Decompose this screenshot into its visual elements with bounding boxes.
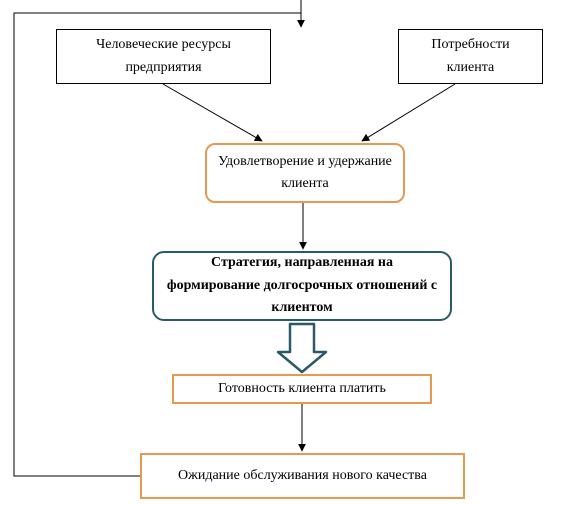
node-new-quality-expect: Ожидание обслуживания нового качества [140,453,465,499]
node-label: Готовность клиента платить [218,378,386,400]
node-label: Потребности клиента [409,34,532,79]
node-client-needs: Потребности клиента [398,29,543,84]
node-human-resources: Человеческие ресурсы предприятия [56,29,271,84]
node-label: Стратегия, направленная на формирование … [164,252,440,319]
node-label: Удовлетворение и удержание клиента [217,151,393,196]
node-label: Ожидание обслуживания нового качества [178,465,427,487]
node-strategy: Стратегия, направленная на формирование … [152,251,452,321]
node-satisfy-retain: Удовлетворение и удержание клиента [205,143,405,203]
node-willing-to-pay: Готовность клиента платить [172,374,432,404]
node-label: Человеческие ресурсы предприятия [67,34,260,79]
